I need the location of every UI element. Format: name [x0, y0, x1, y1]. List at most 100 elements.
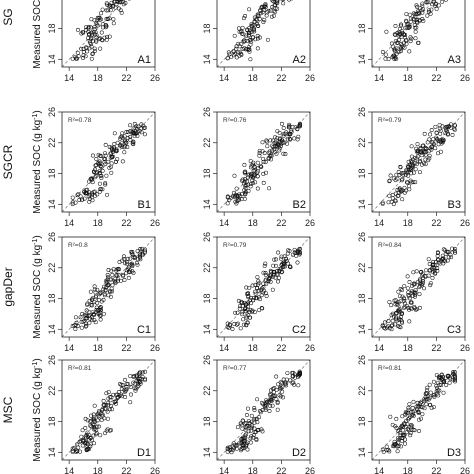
- data-point: [297, 369, 302, 374]
- data-point: [408, 296, 412, 301]
- data-point: [235, 425, 240, 430]
- data-point: [84, 45, 89, 50]
- data-point: [290, 370, 295, 375]
- data-point: [452, 249, 457, 253]
- data-point: [428, 283, 433, 288]
- data-point: [105, 16, 110, 21]
- data-point: [268, 392, 273, 396]
- x-tick-label: 14: [374, 73, 384, 83]
- data-point: [106, 293, 111, 298]
- data-point: [240, 25, 245, 30]
- data-point: [282, 254, 287, 259]
- x-tick-label: 18: [93, 73, 103, 83]
- data-point: [78, 439, 83, 444]
- data-point: [90, 39, 95, 44]
- data-point: [240, 310, 245, 315]
- data-point: [75, 50, 80, 55]
- data-point: [112, 131, 117, 136]
- data-point: [412, 306, 417, 311]
- y-tick-label: 14: [202, 447, 212, 457]
- data-point: [257, 415, 262, 420]
- data-point: [238, 421, 243, 426]
- data-point: [124, 382, 129, 387]
- data-point: [290, 252, 295, 257]
- data-point: [90, 317, 95, 322]
- data-point: [427, 382, 432, 387]
- data-point: [108, 4, 113, 9]
- data-point: [240, 312, 245, 317]
- data-point: [243, 433, 248, 438]
- data-point: [131, 142, 136, 147]
- x-tick-label: 14: [219, 466, 229, 474]
- data-point: [88, 444, 93, 449]
- panel-label: A2: [293, 54, 306, 66]
- data-point: [390, 323, 395, 328]
- data-point: [288, 137, 293, 142]
- data-point: [392, 439, 397, 444]
- one-to-one-line: [62, 360, 155, 460]
- data-point: [252, 174, 257, 179]
- data-point: [103, 288, 108, 292]
- data-point: [85, 418, 90, 423]
- data-point: [423, 274, 428, 279]
- data-point: [89, 176, 94, 181]
- data-point: [261, 285, 266, 290]
- data-point: [131, 374, 136, 378]
- data-point: [77, 198, 82, 202]
- data-point: [404, 188, 409, 193]
- data-point: [132, 255, 137, 259]
- x-tick-label: 22: [276, 466, 286, 474]
- data-point: [298, 123, 302, 128]
- data-point: [121, 254, 126, 259]
- x-tick-label: 22: [121, 466, 131, 474]
- data-point: [247, 47, 252, 52]
- data-point: [235, 321, 240, 326]
- data-point: [395, 193, 400, 198]
- data-point: [406, 407, 411, 412]
- data-point: [268, 8, 273, 13]
- panel-B3: 14 18 22 26 14 18 22 26 R²=0.79 B3: [357, 107, 470, 228]
- data-point: [277, 266, 282, 271]
- data-point: [424, 0, 429, 4]
- data-point: [278, 387, 283, 392]
- data-point: [436, 151, 440, 156]
- data-point: [418, 400, 423, 405]
- data-point: [433, 1, 438, 6]
- y-tick-label: 14: [202, 54, 212, 64]
- data-point: [97, 297, 101, 302]
- data-point: [263, 261, 268, 266]
- data-point: [249, 413, 254, 418]
- data-point: [408, 433, 413, 438]
- data-point: [253, 180, 258, 185]
- data-point: [418, 18, 422, 23]
- data-point: [126, 130, 131, 135]
- plot-frame: [371, 111, 466, 213]
- data-point: [100, 408, 105, 412]
- data-point: [386, 200, 391, 205]
- data-point: [89, 176, 94, 181]
- data-point: [96, 424, 101, 429]
- data-point: [97, 189, 102, 194]
- data-point: [232, 173, 237, 178]
- data-point: [398, 165, 403, 170]
- data-point: [123, 139, 128, 144]
- data-point: [264, 13, 269, 18]
- x-tick-label: 18: [248, 73, 258, 83]
- data-point: [95, 418, 100, 423]
- data-point: [94, 35, 99, 40]
- data-point: [88, 289, 93, 294]
- data-point: [427, 137, 432, 142]
- data-point: [390, 55, 395, 59]
- data-point: [407, 402, 412, 407]
- data-point: [257, 148, 262, 153]
- data-point: [105, 34, 110, 39]
- r-squared-label: R²=0.84: [378, 242, 402, 249]
- data-point: [93, 163, 98, 168]
- y-axis-title: Measured SOC (g kg-1): [32, 235, 44, 339]
- data-point: [108, 407, 112, 412]
- data-point: [135, 126, 140, 131]
- data-point: [84, 432, 89, 437]
- data-point: [417, 417, 422, 422]
- data-point: [453, 379, 457, 384]
- data-points: [380, 246, 457, 332]
